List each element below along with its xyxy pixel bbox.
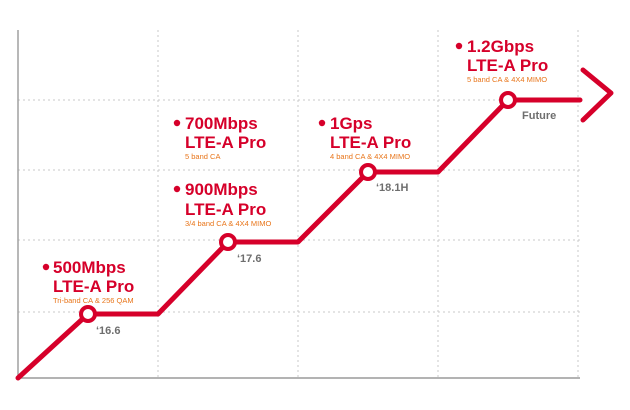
bullet-dot (42, 263, 50, 271)
bullet-dot (318, 119, 326, 127)
milestone-1-2gbps: 1.2Gbps LTE-A Pro 5 band CA & 4X4 MIMO F… (455, 37, 556, 122)
milestone-time: ‘17.6 (237, 253, 261, 265)
milestone-detail: 5 band CA & 4X4 MIMO (467, 75, 547, 84)
milestone-1gps: 1Gps LTE-A Pro 4 band CA & 4X4 MIMO ‘18.… (318, 114, 411, 194)
milestone-detail: 4 band CA & 4X4 MIMO (330, 152, 410, 161)
milestone-tech: LTE-A Pro (53, 277, 134, 296)
milestone-speed: 900Mbps (185, 180, 258, 199)
milestone-700mbps: 700Mbps LTE-A Pro 5 band CA (173, 114, 266, 161)
milestone-tech: LTE-A Pro (185, 200, 266, 219)
milestone-marker (219, 233, 237, 251)
milestone-speed: 700Mbps (185, 114, 258, 133)
arrow-head-icon (580, 67, 614, 123)
step-line (15, 97, 583, 381)
bullet-dot (173, 185, 181, 193)
milestone-detail: 3/4 band CA & 4X4 MIMO (185, 219, 271, 228)
axes (17, 30, 580, 379)
bullet-dot (173, 119, 181, 127)
milestone-marker (79, 305, 97, 323)
milestone-speed: 1.2Gbps (467, 37, 534, 56)
milestone-tech: LTE-A Pro (467, 56, 548, 75)
milestone-tech: LTE-A Pro (330, 133, 411, 152)
milestone-time: ‘18.1H (376, 182, 408, 194)
milestone-speed: 500Mbps (53, 258, 126, 277)
milestone-marker (359, 163, 377, 181)
milestone-900mbps: 900Mbps LTE-A Pro 3/4 band CA & 4X4 MIMO… (173, 180, 271, 265)
milestone-500mbps: 500Mbps LTE-A Pro Tri-band CA & 256 QAM … (42, 258, 134, 337)
milestone-time: ‘16.6 (96, 325, 120, 337)
milestone-marker (499, 91, 517, 109)
milestone-time: Future (522, 110, 556, 122)
milestone-detail: 5 band CA (185, 152, 220, 161)
bullet-dot (455, 42, 463, 50)
milestone-detail: Tri-band CA & 256 QAM (53, 296, 134, 305)
milestone-tech: LTE-A Pro (185, 133, 266, 152)
milestone-markers (79, 91, 517, 323)
milestone-speed: 1Gps (330, 114, 373, 133)
